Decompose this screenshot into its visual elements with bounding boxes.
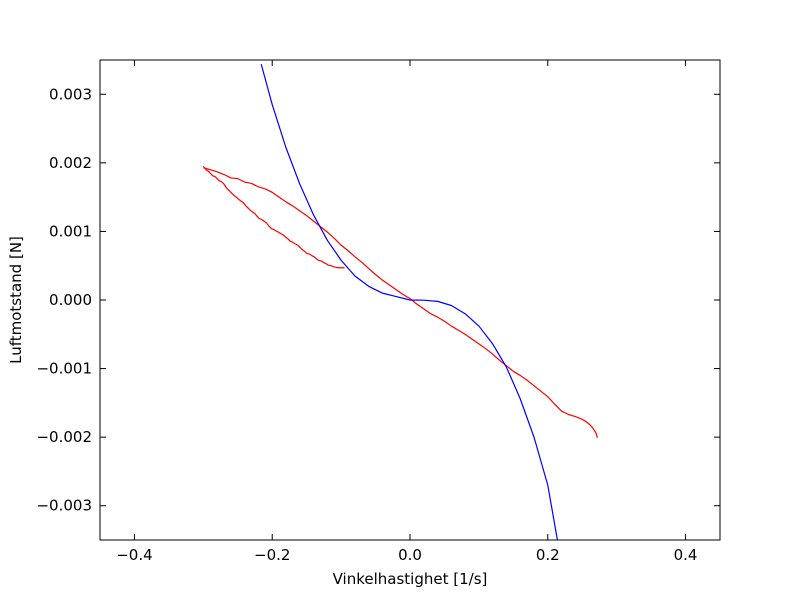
y-tick-label: 0.003 [49,85,92,103]
y-tick-label: 0.001 [49,222,92,240]
x-tick-label: 0.0 [398,546,422,564]
series-line-1 [202,165,345,269]
series-layer [202,63,598,540]
series-line-3 [260,63,559,540]
x-tick-label: −0.2 [254,546,290,564]
y-axis-label: Luftmotstand [N] [7,236,25,364]
x-axis-label: Vinkelhastighet [1/s] [333,570,488,588]
y-tick-label: −0.001 [36,360,92,378]
y-tick-label: 0.000 [49,291,92,309]
x-tick-label: −0.4 [116,546,152,564]
y-tick-label: 0.002 [49,154,92,172]
x-tick-label: 0.4 [674,546,698,564]
series-line-2 [203,167,598,438]
y-tick-label: −0.003 [36,497,92,515]
tick-layer: −0.4 −0.2 0.0 0.2 0.4 0.003 0.002 0.001 0.000 −0.… [36,60,720,564]
y-tick-label: −0.002 [36,428,92,446]
x-tick-label: 0.2 [536,546,560,564]
